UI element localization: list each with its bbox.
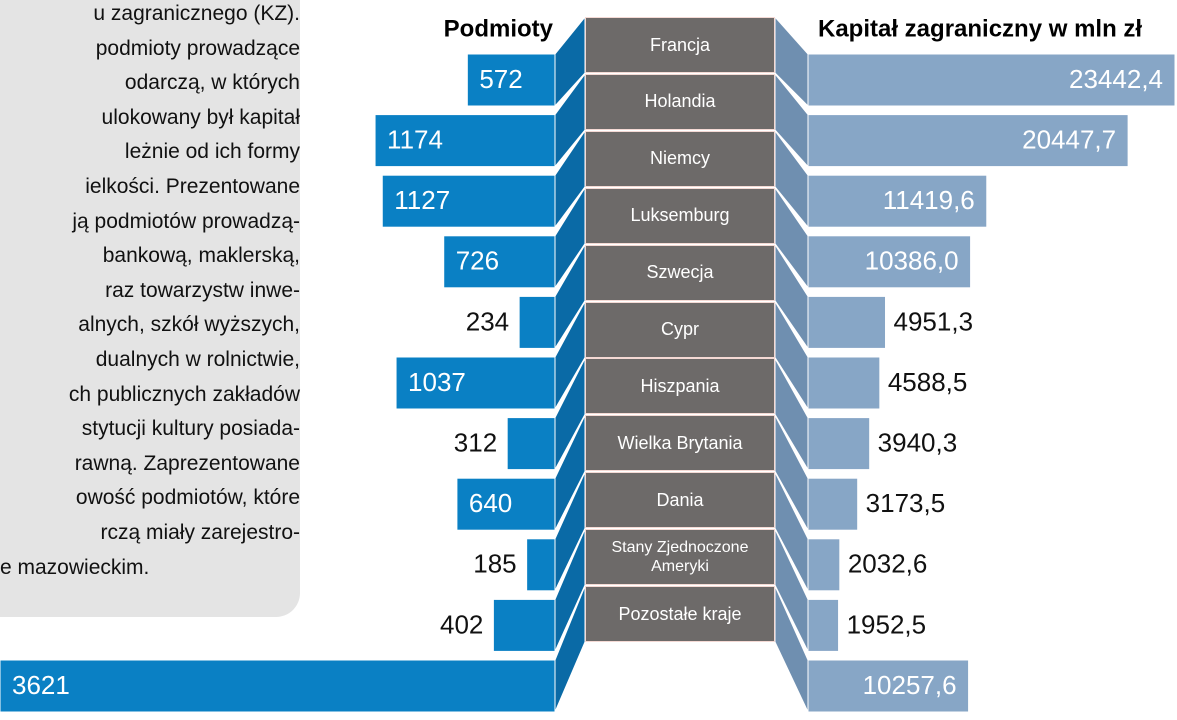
text-line: ją podmiotów prowadzą- (72, 209, 300, 233)
bar (374, 114, 556, 168)
text-line: odarczą, w których (124, 71, 300, 95)
text-line: ielkości. Prezentowane (85, 175, 300, 198)
bar (807, 356, 881, 410)
bar (807, 417, 871, 471)
text-line: ch publicznych zakładów (68, 382, 300, 406)
text-line: bankową, maklerską, (102, 244, 300, 268)
text-line: podmioty prowadzące (95, 36, 300, 60)
category-label: Hiszpania (585, 358, 775, 415)
bar (807, 477, 859, 531)
bar (807, 235, 972, 289)
category-label: Francja (585, 17, 775, 73)
category-label: Luksemburg (585, 187, 775, 244)
category-label: Holandia (585, 73, 775, 130)
value-label: 1952,5 (847, 609, 927, 639)
bar (807, 53, 1176, 107)
text-line: leżnie od ich formy (124, 140, 300, 164)
value-label: 1127 (394, 185, 450, 215)
text-line: alnych, szkół wyższych, (78, 313, 300, 337)
category-label: Szwecja (585, 244, 775, 301)
category-label: Pozostałe kraje (585, 586, 775, 642)
category-label: Dania (585, 472, 775, 529)
bar (506, 417, 556, 471)
bar (807, 295, 887, 349)
category-label: Stany Zjednoczone Ameryki (585, 529, 775, 586)
series-header: Kapitał zagraniczny w mln zł (818, 15, 1142, 42)
value-label: 23442,4 (1069, 64, 1163, 94)
bar (807, 174, 988, 228)
value-label: 10257,6 (863, 670, 957, 700)
text-line: e mazowieckim. (0, 555, 150, 579)
text-line: ulokowany był kapitał (101, 105, 300, 129)
value-label: 2032,6 (848, 549, 928, 579)
value-label: 312 (454, 427, 497, 457)
bar (456, 477, 556, 531)
series-header: Podmioty (444, 15, 554, 42)
text-line: owość podmiotów, które (75, 486, 300, 510)
value-label: 185 (473, 549, 516, 579)
bar (466, 53, 556, 107)
value-label: 572 (479, 64, 522, 94)
value-label: 4951,3 (894, 306, 974, 336)
text-box: u zagranicznego (KZ). podmioty prowadzące… (0, 0, 300, 617)
category-label: Cypr (585, 301, 775, 358)
value-label: 4588,5 (888, 367, 968, 397)
bar (807, 538, 841, 592)
text-line: u zagranicznego (KZ). (93, 2, 300, 25)
bar (807, 114, 1129, 168)
value-label: 11419,6 (883, 185, 975, 215)
bar (807, 659, 970, 713)
text-line: dualnych w rolnictwie, (95, 348, 300, 371)
bar (381, 174, 556, 228)
bar (492, 598, 556, 652)
value-label: 1037 (408, 367, 466, 397)
value-label: 234 (466, 306, 509, 336)
bar (395, 356, 556, 410)
value-label: 726 (456, 246, 499, 276)
value-label: 3621 (12, 670, 70, 700)
category-label: Wielka Brytania (585, 415, 775, 472)
bar (0, 659, 556, 713)
value-label: 1174 (387, 124, 443, 154)
bar (443, 235, 556, 289)
bar (807, 598, 840, 652)
value-label: 3173,5 (866, 488, 946, 518)
bar (526, 538, 556, 592)
value-label: 640 (469, 488, 512, 518)
text-line: stytucji kultury posiada- (81, 417, 300, 441)
text-line: rczą miały zarejestro- (100, 521, 300, 544)
text-line: rawną. Zaprezentowane (74, 451, 300, 475)
value-label: 402 (440, 609, 483, 639)
text-line: raz towarzystw inwe- (105, 278, 300, 302)
bar (518, 295, 556, 349)
category-label: Niemcy (585, 130, 775, 187)
value-label: 3940,3 (878, 427, 958, 457)
value-label: 20447,7 (1022, 124, 1116, 154)
value-label: 10386,0 (865, 246, 959, 276)
